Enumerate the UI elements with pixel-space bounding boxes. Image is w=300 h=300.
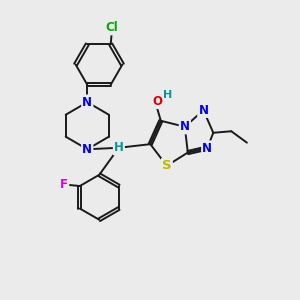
Text: N: N	[202, 142, 212, 154]
Text: Cl: Cl	[106, 21, 118, 34]
Text: Cl: Cl	[106, 21, 118, 34]
Text: N: N	[202, 142, 212, 154]
Text: F: F	[60, 178, 68, 191]
Text: S: S	[162, 159, 172, 172]
Text: N: N	[82, 96, 92, 109]
Text: F: F	[60, 178, 68, 191]
Text: N: N	[82, 143, 92, 156]
Text: N: N	[82, 143, 92, 156]
Text: N: N	[198, 104, 208, 117]
Text: N: N	[180, 120, 190, 133]
Text: O: O	[152, 95, 162, 108]
Text: H: H	[114, 141, 124, 154]
Text: O: O	[152, 95, 162, 108]
Text: H: H	[164, 90, 172, 100]
Text: H: H	[114, 141, 124, 154]
Text: H: H	[164, 90, 172, 100]
Text: S: S	[162, 159, 172, 172]
Text: N: N	[198, 104, 208, 117]
Text: N: N	[180, 120, 190, 133]
Text: N: N	[82, 96, 92, 109]
